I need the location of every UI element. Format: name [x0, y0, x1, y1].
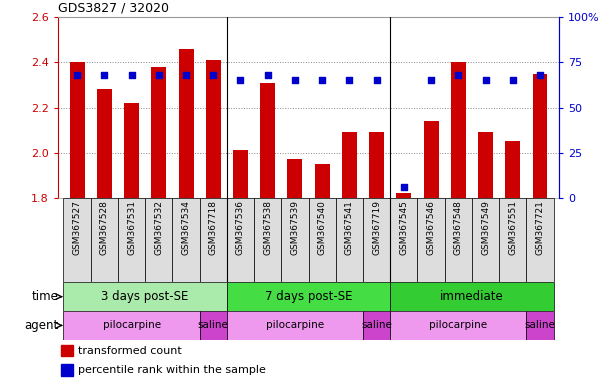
Point: [263, 72, 273, 78]
Text: GSM367528: GSM367528: [100, 200, 109, 255]
Bar: [397, 193, 411, 198]
Text: pilocarpine: pilocarpine: [103, 320, 161, 331]
Text: GSM367532: GSM367532: [155, 200, 163, 255]
Text: 7 days post-SE: 7 days post-SE: [265, 290, 353, 303]
Bar: [172, 198, 200, 282]
Text: GSM367721: GSM367721: [535, 200, 544, 255]
Text: transformed count: transformed count: [78, 346, 182, 356]
Bar: [260, 83, 275, 198]
Bar: [227, 282, 390, 311]
Point: [345, 78, 354, 84]
Point: [72, 72, 82, 78]
Point: [100, 72, 109, 78]
Text: GSM367540: GSM367540: [318, 200, 327, 255]
Bar: [527, 198, 554, 282]
Text: GSM367551: GSM367551: [508, 200, 518, 255]
Text: saline: saline: [525, 320, 555, 331]
Bar: [281, 198, 309, 282]
Bar: [342, 132, 357, 198]
Bar: [70, 63, 84, 198]
Text: GSM367527: GSM367527: [73, 200, 82, 255]
Bar: [505, 141, 520, 198]
Bar: [60, 364, 73, 376]
Bar: [64, 311, 200, 340]
Text: GSM367719: GSM367719: [372, 200, 381, 255]
Text: GSM367541: GSM367541: [345, 200, 354, 255]
Bar: [363, 311, 390, 340]
Point: [236, 78, 246, 84]
Bar: [60, 345, 73, 356]
Text: GSM367534: GSM367534: [181, 200, 191, 255]
Bar: [472, 198, 499, 282]
Point: [317, 78, 327, 84]
Point: [453, 72, 463, 78]
Point: [426, 78, 436, 84]
Bar: [527, 311, 554, 340]
Bar: [178, 49, 194, 198]
Text: GSM367538: GSM367538: [263, 200, 273, 255]
Point: [126, 72, 136, 78]
Bar: [390, 198, 417, 282]
Point: [290, 78, 300, 84]
Text: percentile rank within the sample: percentile rank within the sample: [78, 365, 266, 375]
Point: [371, 78, 381, 84]
Text: agent: agent: [24, 319, 59, 332]
Bar: [423, 121, 439, 198]
Point: [181, 72, 191, 78]
Bar: [287, 159, 302, 198]
Text: GSM367546: GSM367546: [426, 200, 436, 255]
Bar: [363, 198, 390, 282]
Bar: [390, 282, 554, 311]
Text: GSM367548: GSM367548: [454, 200, 463, 255]
Bar: [118, 198, 145, 282]
Text: 3 days post-SE: 3 days post-SE: [101, 290, 189, 303]
Bar: [417, 198, 445, 282]
Text: GDS3827 / 32020: GDS3827 / 32020: [58, 2, 169, 15]
Bar: [64, 282, 227, 311]
Bar: [451, 63, 466, 198]
Bar: [445, 198, 472, 282]
Bar: [152, 67, 166, 198]
Text: GSM367539: GSM367539: [290, 200, 299, 255]
Text: GSM367718: GSM367718: [209, 200, 218, 255]
Bar: [369, 132, 384, 198]
Bar: [336, 198, 363, 282]
Bar: [200, 311, 227, 340]
Text: saline: saline: [198, 320, 229, 331]
Bar: [533, 74, 547, 198]
Text: GSM367531: GSM367531: [127, 200, 136, 255]
Bar: [315, 164, 330, 198]
Bar: [97, 89, 112, 198]
Bar: [90, 198, 118, 282]
Bar: [499, 198, 527, 282]
Bar: [227, 311, 363, 340]
Bar: [206, 60, 221, 198]
Text: immediate: immediate: [440, 290, 504, 303]
Point: [508, 78, 518, 84]
Text: GSM367536: GSM367536: [236, 200, 245, 255]
Bar: [200, 198, 227, 282]
Point: [481, 78, 491, 84]
Point: [399, 184, 409, 190]
Bar: [478, 132, 493, 198]
Text: GSM367549: GSM367549: [481, 200, 490, 255]
Text: GSM367545: GSM367545: [400, 200, 408, 255]
Text: pilocarpine: pilocarpine: [430, 320, 488, 331]
Bar: [145, 198, 172, 282]
Point: [154, 72, 164, 78]
Bar: [309, 198, 336, 282]
Bar: [390, 311, 527, 340]
Text: pilocarpine: pilocarpine: [266, 320, 324, 331]
Bar: [227, 198, 254, 282]
Bar: [64, 198, 90, 282]
Bar: [254, 198, 281, 282]
Bar: [233, 151, 248, 198]
Bar: [124, 103, 139, 198]
Point: [535, 72, 545, 78]
Text: saline: saline: [361, 320, 392, 331]
Point: [208, 72, 218, 78]
Text: time: time: [32, 290, 59, 303]
